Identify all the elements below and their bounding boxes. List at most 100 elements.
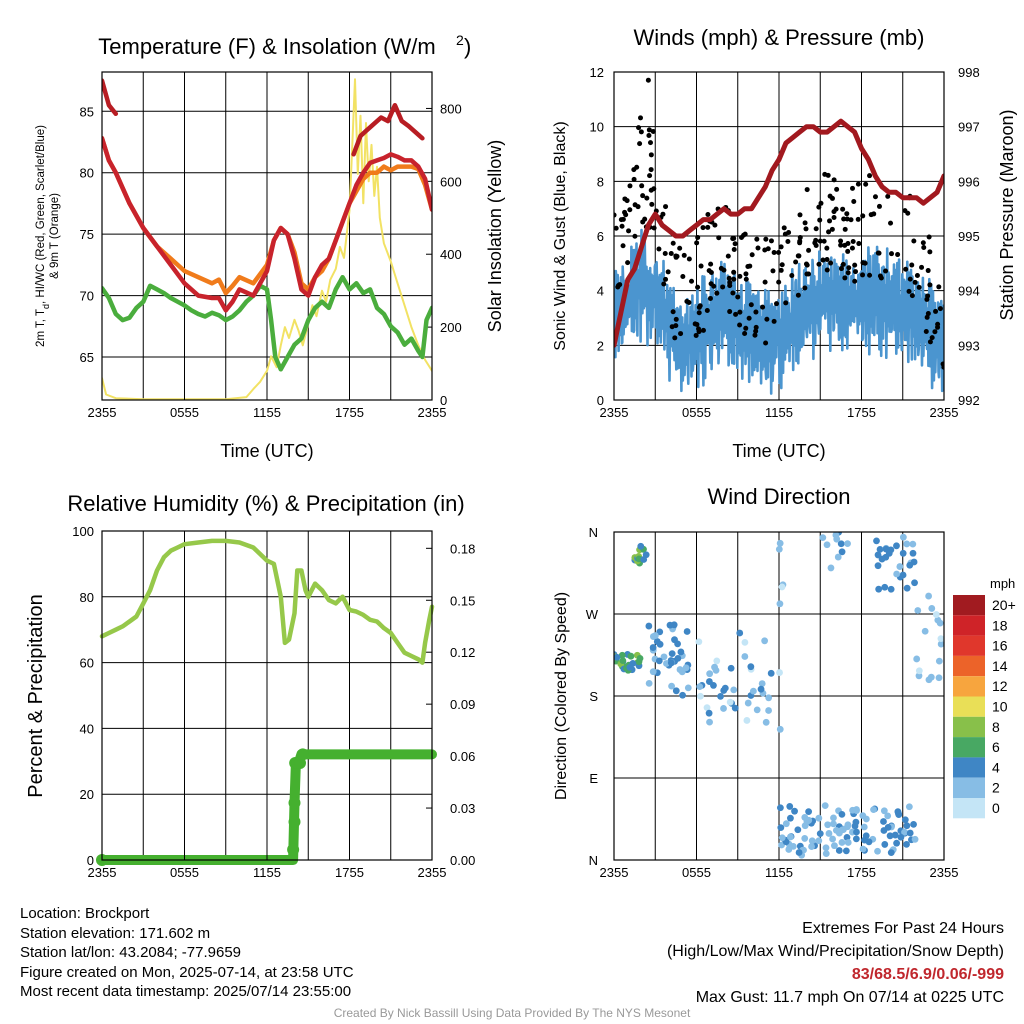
y-tick-label: 80 [80, 590, 94, 605]
direction-point [656, 640, 664, 648]
gust-point [694, 240, 700, 246]
direction-point [757, 685, 765, 693]
gust-point [737, 309, 743, 315]
gust-point [661, 281, 667, 287]
direction-point [831, 842, 838, 850]
direction-point [767, 669, 775, 677]
direction-point [859, 812, 867, 820]
direction-point [683, 628, 691, 635]
x-tick-label: 1755 [847, 865, 876, 880]
gust-point-max [645, 77, 651, 83]
direction-point [887, 849, 895, 857]
direction-point [911, 579, 918, 587]
y-tick-label: 65 [80, 350, 94, 365]
gust-point [840, 261, 846, 267]
direction-point [645, 622, 653, 630]
legend-label: 20+ [992, 597, 1016, 613]
direction-point [838, 839, 846, 846]
gust-point [936, 284, 942, 290]
gust-point [755, 245, 761, 251]
gust-point [867, 173, 873, 179]
direction-point [670, 621, 678, 629]
direction-point [880, 807, 888, 815]
gust-point [895, 252, 901, 258]
gust-point [919, 264, 925, 270]
y2-tick-label: 998 [958, 65, 980, 80]
gust-point [877, 273, 883, 279]
gust-point [620, 243, 626, 249]
direction-point [834, 553, 842, 561]
series-line-rh [99, 538, 435, 665]
direction-point [808, 837, 816, 845]
gust-point [696, 329, 702, 335]
direction-point [711, 663, 718, 671]
gust-point [708, 281, 714, 287]
gust-point [840, 206, 846, 212]
gust-point [725, 253, 731, 259]
gust-point [856, 241, 862, 247]
gust-point [614, 212, 617, 218]
y-tick-label: 0 [87, 853, 94, 868]
y-tick-label: 40 [80, 721, 94, 736]
direction-point [859, 845, 867, 853]
direction-point [852, 835, 860, 843]
gust-point [871, 211, 877, 217]
direction-point [791, 807, 798, 815]
gust-point [831, 209, 837, 215]
x-tick-label: 1155 [253, 405, 281, 420]
direction-point [825, 830, 833, 837]
gust-point [753, 328, 759, 334]
direction-point [906, 829, 914, 837]
gust-point [716, 235, 722, 241]
gust-point [903, 266, 909, 272]
gust-point [803, 226, 809, 232]
y-tick-label: 10 [590, 120, 604, 135]
chart-title: Wind Direction [707, 484, 850, 509]
y-tick-label: 8 [597, 174, 604, 189]
direction-point [842, 847, 850, 855]
gust-point [860, 272, 866, 278]
gust-point [889, 251, 895, 257]
gust-point [842, 275, 848, 281]
gust-point [763, 236, 769, 242]
credit-line: Created By Nick Bassill Using Data Provi… [333, 1006, 691, 1020]
direction-point [706, 718, 713, 726]
legend-swatch [953, 716, 985, 738]
direction-point [830, 814, 837, 822]
gust-point [735, 294, 741, 300]
gust-point [771, 318, 777, 324]
gust-point [925, 268, 931, 274]
direction-point [696, 683, 704, 691]
gust-point [789, 272, 795, 278]
gust-point [838, 242, 844, 248]
direction-point [909, 549, 917, 557]
direction-point [730, 686, 738, 694]
gust-point [907, 276, 913, 282]
y2-tick-label: 0.15 [450, 593, 475, 608]
legend-title: mph [990, 576, 1015, 591]
gust-point [660, 211, 666, 217]
direction-point [833, 535, 841, 543]
direction-point [741, 653, 749, 660]
y-tick-label: 80 [80, 166, 94, 181]
direction-point [655, 657, 663, 665]
y-axis-label: Sonic Wind & Gust (Blue, Black) [552, 121, 569, 350]
gust-point [732, 241, 738, 247]
gust-point [923, 328, 929, 334]
gust-point [816, 204, 822, 210]
direction-point [750, 687, 757, 695]
gust-point [626, 228, 632, 234]
direction-point [778, 834, 786, 842]
gust-point [825, 172, 831, 178]
direction-point [741, 638, 749, 646]
legend-swatch [953, 635, 985, 656]
direction-point [932, 611, 940, 618]
direction-point [925, 592, 933, 600]
direction-point [815, 814, 823, 822]
gust-point [785, 239, 791, 245]
x-tick-label: 1755 [335, 865, 364, 880]
y2-tick-label: 600 [440, 174, 462, 189]
y-tick-label: S [589, 689, 598, 704]
gust-point [844, 216, 850, 222]
direction-point [893, 570, 901, 578]
